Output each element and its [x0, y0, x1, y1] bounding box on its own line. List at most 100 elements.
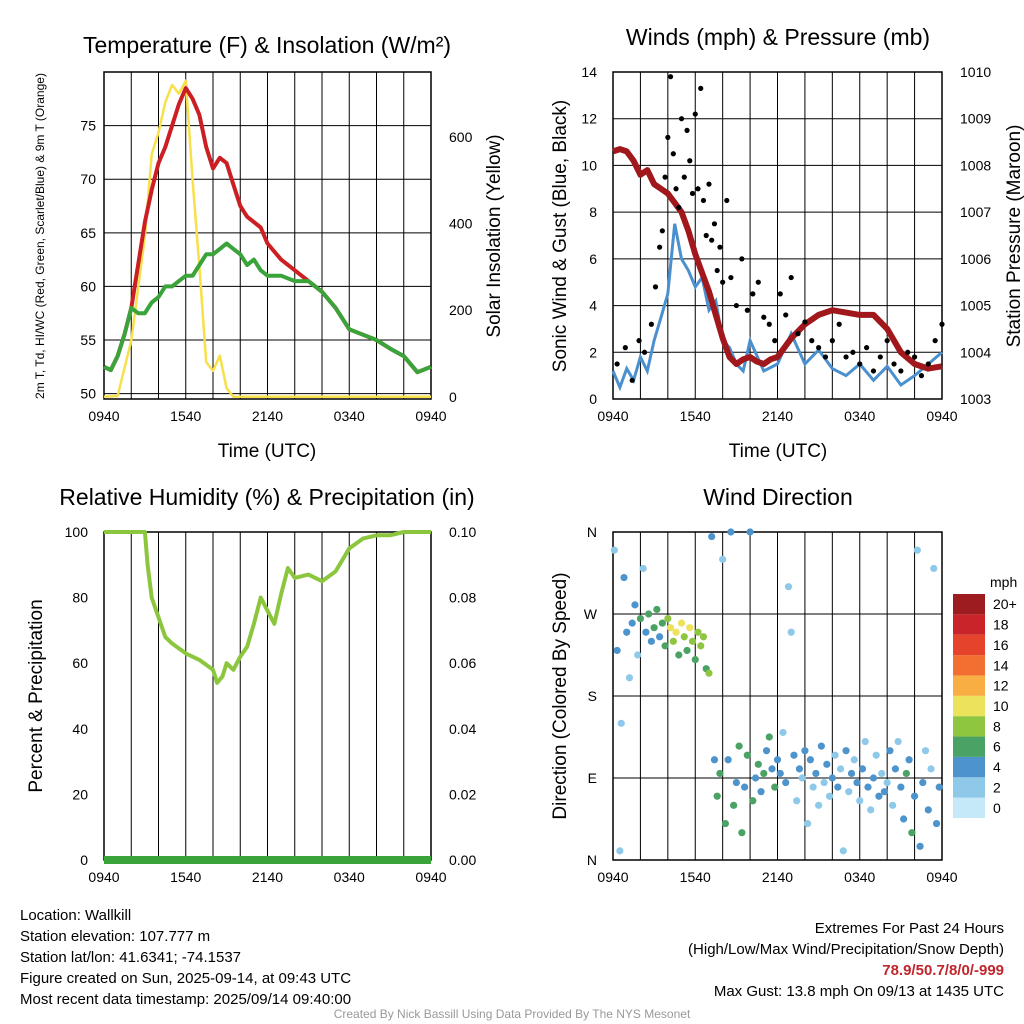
direction-point — [669, 637, 677, 645]
gust-point — [724, 197, 730, 204]
gust-point — [783, 312, 789, 318]
direction-point — [932, 819, 941, 828]
pressure-series-line — [612, 146, 943, 372]
gust-point — [925, 361, 931, 367]
gust-point — [802, 319, 808, 325]
direction-point — [894, 737, 902, 746]
direction-point — [628, 619, 636, 627]
gust-point — [911, 354, 918, 360]
gust-point — [648, 321, 654, 327]
temperature-y2-label: Solar Insolation (Yellow) — [484, 134, 505, 337]
direction-point — [757, 788, 765, 796]
gust-point — [670, 151, 676, 157]
gust-point — [684, 127, 690, 133]
y-tick-label: S — [588, 688, 597, 704]
direction-point — [616, 847, 624, 855]
direction-point — [787, 628, 795, 636]
direction-point — [743, 751, 751, 759]
latlon-text: Station lat/lon: 41.6341; -74.1537 — [20, 949, 242, 966]
gust-point — [884, 338, 890, 344]
direction-point — [856, 797, 864, 805]
y2-tick-label: 0 — [449, 389, 457, 405]
direction-point — [716, 769, 724, 778]
y2-tick-label: 0.00 — [449, 852, 476, 868]
gust-point — [877, 354, 883, 360]
y-tick-label: 8 — [589, 204, 597, 220]
y-tick-label: 70 — [80, 171, 96, 187]
y-tick-label: 60 — [72, 655, 88, 671]
direction-point — [853, 778, 861, 787]
direction-point — [730, 801, 738, 809]
gust-point — [850, 349, 856, 355]
y2-tick-label: 1004 — [960, 344, 991, 360]
wind-y-label: Sonic Wind & Gust (Blue, Black) — [550, 100, 571, 372]
colorbar-swatch — [953, 756, 985, 778]
gust-point — [755, 279, 761, 285]
direction-point — [675, 651, 683, 659]
colorbar-swatch — [953, 695, 985, 717]
y-tick-label: 50 — [80, 386, 96, 402]
direction-point — [795, 765, 804, 773]
direction-point — [773, 756, 782, 764]
colorbar-title: mph — [990, 574, 1017, 590]
direction-point — [878, 769, 886, 778]
gust-point — [709, 237, 715, 243]
direction-point — [902, 769, 910, 778]
direction-point — [664, 614, 672, 623]
y2-tick-label: 200 — [449, 302, 473, 318]
direction-point — [900, 815, 908, 823]
colorbar-label: 20+ — [993, 596, 1017, 612]
direction-point — [636, 614, 645, 623]
gust-point — [692, 111, 698, 117]
speed-colorbar: 0 2 4 6 8 10 12 14 16 18 20+ — [953, 594, 1017, 818]
x-tick-label: 0940 — [415, 869, 446, 885]
gust-point — [695, 186, 701, 192]
y2-tick-label: 0.04 — [449, 721, 476, 737]
direction-point — [677, 619, 686, 627]
direction-point — [812, 769, 820, 778]
temperature-panel: Temperature (F) & Insolation (W/m²) Time… — [33, 32, 505, 462]
gust-point — [662, 174, 668, 180]
gust-point — [864, 345, 870, 351]
pressure-y2-label: Station Pressure (Maroon) — [1004, 125, 1024, 348]
direction-point — [686, 624, 694, 632]
direction-point — [897, 783, 905, 791]
gust-point — [843, 354, 849, 360]
gust-point — [761, 314, 767, 320]
x-tick-label: 1540 — [170, 408, 201, 424]
gust-point — [816, 345, 822, 351]
humidity-y-label: Percent & Precipitation — [26, 599, 47, 792]
credit-text: Created By Nick Bassill Using Data Provi… — [333, 1007, 691, 1021]
plot-frame — [612, 71, 943, 400]
gust-point — [733, 302, 739, 309]
direction-point — [625, 674, 634, 682]
colorbar-label: 10 — [993, 698, 1009, 714]
direction-point — [861, 737, 869, 746]
gust-point — [687, 158, 693, 164]
direction-point — [782, 778, 790, 787]
y-tick-label: 100 — [65, 524, 89, 540]
direction-point — [820, 778, 828, 787]
y2-tick-label: 1005 — [960, 298, 991, 314]
direction-point — [817, 742, 825, 750]
colorbar-swatch — [953, 797, 985, 818]
humidity-panel-title: Relative Humidity (%) & Precipitation (i… — [59, 484, 474, 510]
y-tick-label: 2 — [589, 344, 597, 360]
y-tick-label: 14 — [581, 64, 597, 80]
direction-point — [924, 806, 932, 814]
wind-panel-title: Winds (mph) & Pressure (mb) — [626, 24, 930, 50]
direction-point — [801, 747, 809, 755]
y-tick-label: 0 — [589, 391, 597, 407]
direction-point — [683, 646, 691, 655]
direction-point — [875, 792, 883, 800]
y2-tick-label: 1010 — [960, 64, 991, 80]
direction-point — [839, 847, 847, 855]
x-tick-label: 0340 — [844, 869, 875, 885]
gust-point — [614, 361, 620, 367]
extremes-legend: (High/Low/Max Wind/Precipitation/Snow De… — [688, 941, 1004, 958]
wind-x-label: Time (UTC) — [729, 441, 828, 462]
direction-point — [889, 801, 897, 809]
direction-point — [650, 624, 658, 632]
x-tick-label: 0340 — [334, 869, 365, 885]
direction-point — [754, 760, 762, 768]
